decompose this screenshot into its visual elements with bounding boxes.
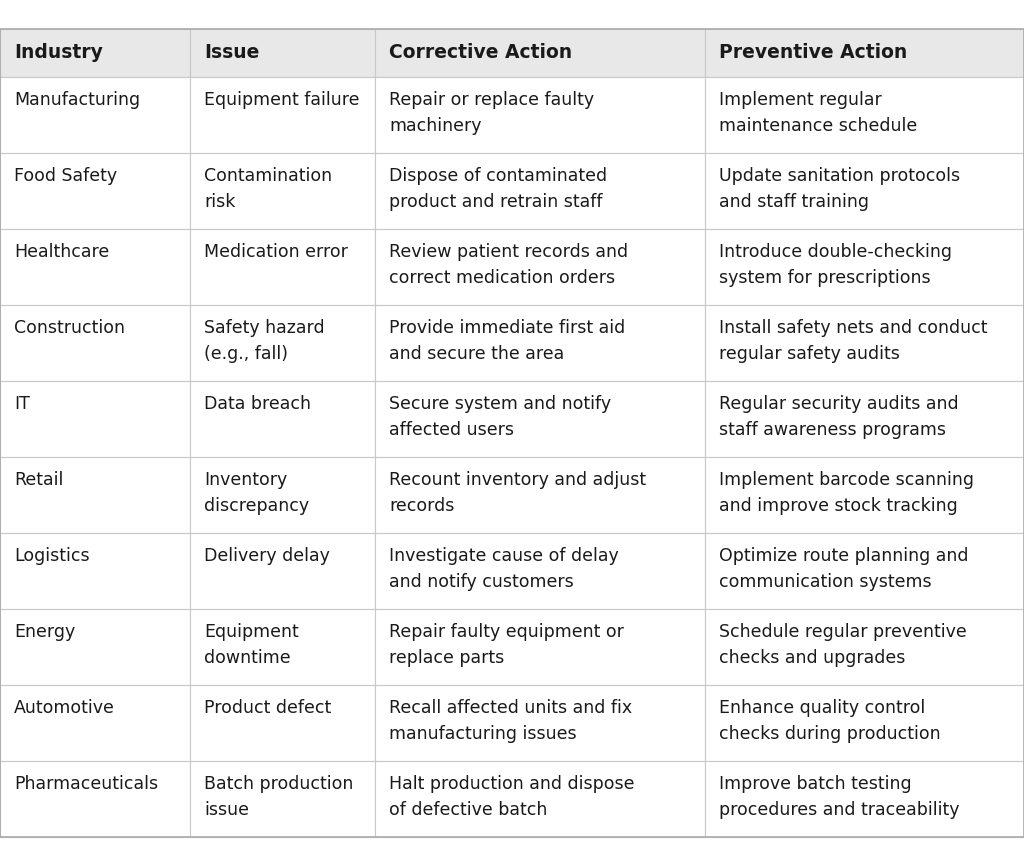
Text: Update sanitation protocols
and staff training: Update sanitation protocols and staff tr… [719,167,961,211]
Text: Manufacturing: Manufacturing [14,91,140,109]
Text: Energy: Energy [14,623,75,641]
Bar [375,229,705,305]
Text: Food Safety: Food Safety [14,167,117,185]
Text: Repair or replace faulty
machinery: Repair or replace faulty machinery [389,91,594,135]
Text: Healthcare: Healthcare [14,243,110,261]
Text: Dispose of contaminated
product and retrain staff: Dispose of contaminated product and retr… [389,167,607,211]
Bar [705,305,1024,381]
Text: Regular security audits and
staff awareness programs: Regular security audits and staff awaren… [719,395,958,439]
Bar [190,153,375,229]
Text: Industry: Industry [14,43,102,62]
Text: Logistics: Logistics [14,547,90,565]
Text: Recount inventory and adjust
records: Recount inventory and adjust records [389,471,646,515]
Bar [375,761,705,837]
Bar [190,29,375,77]
Text: IT: IT [14,395,30,413]
Bar [375,381,705,457]
Bar [0,609,190,685]
Text: Construction: Construction [14,319,125,337]
Bar [190,305,375,381]
Text: Issue: Issue [204,43,259,62]
Text: Medication error: Medication error [204,243,348,261]
Text: Investigate cause of delay
and notify customers: Investigate cause of delay and notify cu… [389,547,618,591]
Bar [190,381,375,457]
Text: Corrective Action: Corrective Action [389,43,572,62]
Bar [705,153,1024,229]
Text: Improve batch testing
procedures and traceability: Improve batch testing procedures and tra… [719,775,959,819]
Text: Safety hazard
(e.g., fall): Safety hazard (e.g., fall) [204,319,325,364]
Text: Review patient records and
correct medication orders: Review patient records and correct medic… [389,243,628,288]
Text: Equipment failure: Equipment failure [204,91,359,109]
Bar [190,229,375,305]
Text: Optimize route planning and
communication systems: Optimize route planning and communicatio… [719,547,969,591]
Text: Implement regular
maintenance schedule: Implement regular maintenance schedule [719,91,918,135]
Bar [0,381,190,457]
Text: Product defect: Product defect [204,699,331,717]
Bar [375,609,705,685]
Bar [705,381,1024,457]
Text: Preventive Action: Preventive Action [719,43,907,62]
Bar [705,761,1024,837]
Text: Enhance quality control
checks during production: Enhance quality control checks during pr… [719,699,941,743]
Bar [705,609,1024,685]
Text: Install safety nets and conduct
regular safety audits: Install safety nets and conduct regular … [719,319,987,364]
Text: Pharmaceuticals: Pharmaceuticals [14,775,158,793]
Text: Data breach: Data breach [204,395,311,413]
Bar [190,761,375,837]
Bar [190,77,375,153]
Bar [190,609,375,685]
Bar [375,457,705,533]
Bar [0,685,190,761]
Bar [375,533,705,609]
Text: Schedule regular preventive
checks and upgrades: Schedule regular preventive checks and u… [719,623,967,668]
Bar [0,761,190,837]
Bar [0,457,190,533]
Text: Secure system and notify
affected users: Secure system and notify affected users [389,395,611,439]
Bar [190,457,375,533]
Bar [0,229,190,305]
Bar [705,29,1024,77]
Text: Automotive: Automotive [14,699,115,717]
Bar [705,685,1024,761]
Bar [705,229,1024,305]
Text: Introduce double-checking
system for prescriptions: Introduce double-checking system for pre… [719,243,952,288]
Text: Provide immediate first aid
and secure the area: Provide immediate first aid and secure t… [389,319,626,364]
Text: Implement barcode scanning
and improve stock tracking: Implement barcode scanning and improve s… [719,471,974,515]
Text: Retail: Retail [14,471,63,489]
Bar [705,77,1024,153]
Bar [705,533,1024,609]
Text: Equipment
downtime: Equipment downtime [204,623,299,668]
Bar [0,77,190,153]
Bar [375,77,705,153]
Text: Contamination
risk: Contamination risk [204,167,332,211]
Text: Repair faulty equipment or
replace parts: Repair faulty equipment or replace parts [389,623,624,668]
Bar [190,533,375,609]
Bar [0,153,190,229]
Text: Halt production and dispose
of defective batch: Halt production and dispose of defective… [389,775,635,819]
Text: Inventory
discrepancy: Inventory discrepancy [204,471,309,515]
Text: Recall affected units and fix
manufacturing issues: Recall affected units and fix manufactur… [389,699,632,743]
Bar [375,153,705,229]
Text: Delivery delay: Delivery delay [204,547,330,565]
Text: Batch production
issue: Batch production issue [204,775,353,819]
Bar [705,457,1024,533]
Bar [375,29,705,77]
Bar [0,533,190,609]
Bar [375,305,705,381]
Bar [0,305,190,381]
Bar [375,685,705,761]
Bar [0,29,190,77]
Bar [190,685,375,761]
